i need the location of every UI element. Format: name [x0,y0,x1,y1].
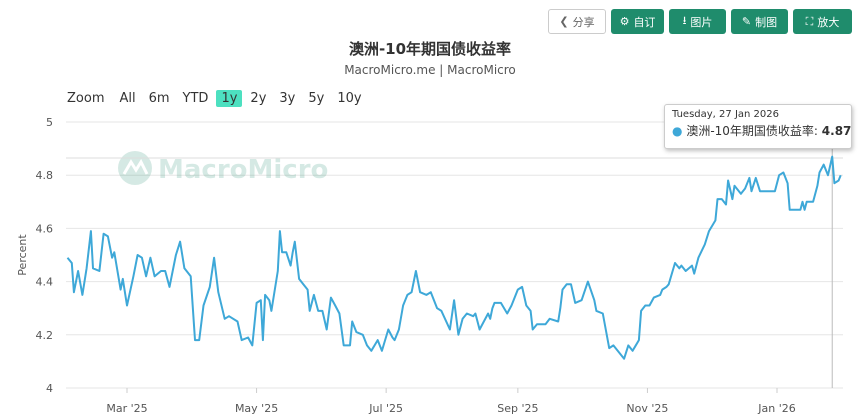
tooltip-value: 4.87 [821,124,852,138]
draw-label: 制图 [755,15,778,29]
range-5y[interactable]: 5y [308,91,325,106]
download-icon: ⭳ [682,14,687,27]
watermark-text: MacroMicro [158,155,328,185]
expand-icon: ⛶ [805,14,814,28]
pencil-icon: ✎ [741,15,752,28]
x-tick-label: Mar '25 [106,402,147,415]
x-tick-label: Nov '25 [626,402,668,415]
range-ytd[interactable]: YTD [182,91,209,106]
x-tick-label: Sep '25 [497,402,538,415]
watermark: MacroMicro [118,151,328,185]
share-icon: ❮ [559,15,569,28]
y-tick-label: 4 [46,382,53,395]
range-1y[interactable]: 1y [216,90,243,107]
series-dot-icon: ● [672,124,683,138]
range-6m[interactable]: 6m [148,91,170,106]
range-3y[interactable]: 3y [279,91,296,106]
y-tick-label: 4.6 [36,222,54,235]
y-tick-label: 5 [46,116,53,129]
y-axis-label: Percent [16,234,29,276]
enlarge-button[interactable]: ⛶ 放大 [793,9,852,34]
gear-icon: ⚙ [619,15,630,28]
y-tick-label: 4.8 [36,169,54,182]
share-label: 分享 [572,15,595,29]
range-selector: Zoom All 6m YTD 1y 2y 3y 5y 10y [67,90,370,107]
series-line[interactable] [66,155,842,360]
tooltip: Tuesday, 27 Jan 2026 ● 澳洲-10年期国债收益率: 4.8… [664,104,852,149]
download-image-button[interactable]: ⭳ 图片 [669,9,726,34]
customize-label: 自订 [633,15,656,29]
customize-button[interactable]: ⚙ 自订 [611,9,664,34]
enlarge-label: 放大 [817,15,840,29]
x-tick-label: May '25 [235,402,278,415]
x-tick-label: Jul '25 [368,402,403,415]
image-label: 图片 [690,15,713,29]
tooltip-series: 澳洲-10年期国债收益率 [686,124,814,138]
x-tick-label: Jan '26 [757,402,795,415]
range-10y[interactable]: 10y [337,91,362,106]
y-tick-label: 4.2 [36,329,54,342]
range-2y[interactable]: 2y [250,91,267,106]
chart-title: 澳洲-10年期国债收益率 [348,40,512,58]
range-all[interactable]: All [119,91,136,106]
draw-button[interactable]: ✎ 制图 [731,9,788,34]
y-tick-label: 4.4 [36,276,54,289]
share-button[interactable]: ❮ 分享 [548,9,606,34]
chart-subtitle: MacroMicro.me | MacroMicro [344,63,516,77]
range-label: Zoom [67,91,105,106]
macromicro-logo-icon [118,151,152,185]
tooltip-date: Tuesday, 27 Jan 2026 [672,109,779,120]
